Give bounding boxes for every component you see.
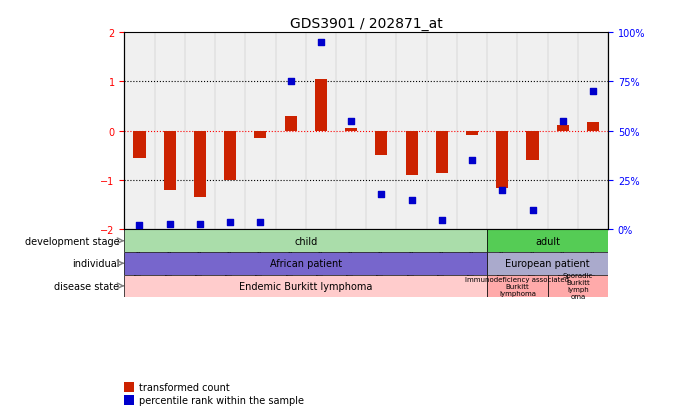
Bar <box>315 80 327 131</box>
Text: transformed count: transformed count <box>139 382 229 392</box>
FancyBboxPatch shape <box>487 275 547 297</box>
Point <box>557 118 568 125</box>
FancyBboxPatch shape <box>124 275 487 297</box>
FancyBboxPatch shape <box>124 230 487 252</box>
Point <box>315 40 326 46</box>
Text: disease state: disease state <box>55 281 120 291</box>
Point <box>134 223 145 229</box>
Bar <box>285 117 296 131</box>
Title: GDS3901 / 202871_at: GDS3901 / 202871_at <box>290 17 443 31</box>
Point <box>164 221 176 227</box>
Text: African patient: African patient <box>269 259 342 268</box>
Point <box>225 219 236 225</box>
FancyBboxPatch shape <box>124 252 487 275</box>
Bar <box>124 382 134 392</box>
Bar <box>375 131 388 156</box>
Bar <box>466 131 478 135</box>
Text: Endemic Burkitt lymphoma: Endemic Burkitt lymphoma <box>239 281 372 291</box>
Bar <box>436 131 448 173</box>
Text: Sporadic
Burkitt
lymph
oma: Sporadic Burkitt lymph oma <box>562 273 593 299</box>
FancyBboxPatch shape <box>547 275 608 297</box>
Text: adult: adult <box>535 236 560 246</box>
Point <box>527 207 538 214</box>
FancyBboxPatch shape <box>487 252 608 275</box>
Text: individual: individual <box>72 259 120 268</box>
FancyBboxPatch shape <box>487 230 608 252</box>
Bar <box>164 131 176 190</box>
Bar <box>133 131 146 159</box>
Bar <box>194 131 206 198</box>
Bar <box>406 131 417 176</box>
Point <box>497 187 508 194</box>
Text: European patient: European patient <box>505 259 590 268</box>
Text: development stage: development stage <box>25 236 120 246</box>
Text: child: child <box>294 236 317 246</box>
Bar <box>254 131 267 139</box>
Bar <box>557 126 569 131</box>
Bar <box>124 395 134 405</box>
Point <box>436 217 447 223</box>
Bar <box>224 131 236 180</box>
Text: percentile rank within the sample: percentile rank within the sample <box>139 395 304 405</box>
Bar <box>496 131 509 188</box>
Bar <box>527 131 538 161</box>
Bar <box>345 129 357 131</box>
Point <box>466 158 477 164</box>
Point <box>255 219 266 225</box>
Point <box>376 191 387 198</box>
Text: Immunodeficiency associated
Burkitt
lymphoma: Immunodeficiency associated Burkitt lymp… <box>465 276 569 296</box>
Point <box>285 79 296 85</box>
Point <box>194 221 205 227</box>
Point <box>346 118 357 125</box>
Bar <box>587 123 599 131</box>
Point <box>587 89 598 95</box>
Point <box>406 197 417 204</box>
